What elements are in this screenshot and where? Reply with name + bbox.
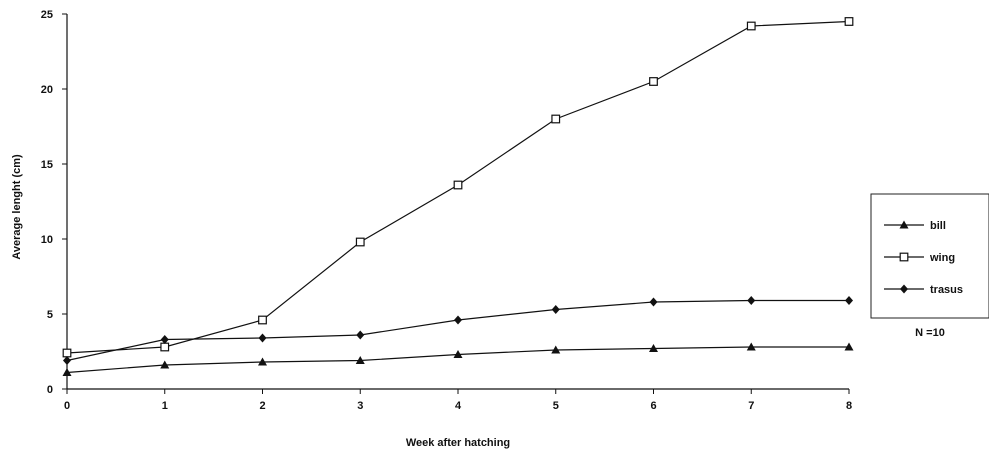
data-point-trasus xyxy=(747,296,756,305)
y-tick-label: 15 xyxy=(41,159,53,171)
data-point-bill xyxy=(844,342,854,351)
x-tick-label: 6 xyxy=(650,400,656,412)
legend-label-trasus: trasus xyxy=(930,284,963,296)
data-point-wing xyxy=(551,114,561,124)
data-point-wing xyxy=(355,237,365,247)
legend-label-bill: bill xyxy=(930,220,946,232)
legend-items: bill wing trasus xyxy=(884,220,963,296)
legend-label-wing: wing xyxy=(929,252,955,264)
data-point-trasus xyxy=(551,305,560,314)
series-bill xyxy=(62,342,854,376)
data-point-trasus xyxy=(454,315,462,325)
data-point-bill xyxy=(649,344,658,352)
sample-size-note: N =10 xyxy=(915,327,945,339)
series-layer xyxy=(62,17,854,376)
x-axis-title: Week after hatching xyxy=(406,437,510,449)
data-point-wing xyxy=(62,348,72,358)
data-point-wing xyxy=(649,77,658,86)
data-point-bill xyxy=(258,357,267,366)
y-tick-label: 10 xyxy=(41,234,53,246)
legend-marker-wing xyxy=(899,252,909,262)
data-point-wing xyxy=(258,315,267,325)
data-point-bill xyxy=(453,350,463,358)
data-point-bill xyxy=(160,360,170,369)
x-tick-label: 0 xyxy=(64,400,70,412)
chart-axes: 0 1 2 3 4 5 6 7 8 0 5 10 15 20 25 xyxy=(41,9,852,412)
data-point-wing xyxy=(844,17,854,26)
data-point-trasus xyxy=(258,333,267,343)
data-point-wing xyxy=(453,180,463,190)
data-point-bill xyxy=(355,356,365,364)
series-wing xyxy=(62,17,854,358)
x-tick-label: 4 xyxy=(455,400,462,412)
series-trasus xyxy=(63,296,853,365)
data-point-trasus xyxy=(63,356,71,365)
x-tick-label: 3 xyxy=(357,400,363,412)
y-tick-label: 20 xyxy=(41,84,53,96)
legend-box xyxy=(870,193,989,319)
data-point-bill xyxy=(551,345,561,354)
legend-marker-bill xyxy=(899,220,909,229)
y-tick-label: 25 xyxy=(41,9,53,21)
data-point-trasus xyxy=(845,296,853,305)
y-tick-label: 5 xyxy=(47,309,53,321)
data-point-trasus xyxy=(356,330,365,340)
data-point-bill xyxy=(746,342,756,351)
x-tick-label: 8 xyxy=(846,400,852,412)
legend-marker-trasus xyxy=(900,284,908,294)
legend: bill wing trasus xyxy=(870,193,989,319)
x-tick-label: 7 xyxy=(748,400,754,412)
data-point-wing xyxy=(746,21,756,31)
x-tick-label: 1 xyxy=(162,400,168,412)
data-point-trasus xyxy=(160,335,169,344)
x-tick-label: 2 xyxy=(259,400,265,412)
data-point-trasus xyxy=(649,297,658,307)
data-point-wing xyxy=(160,342,170,352)
data-point-bill xyxy=(62,368,72,376)
y-tick-label: 0 xyxy=(47,384,53,396)
y-axis-title: Average lenght (cm) xyxy=(11,154,23,260)
x-tick-label: 5 xyxy=(553,400,559,412)
